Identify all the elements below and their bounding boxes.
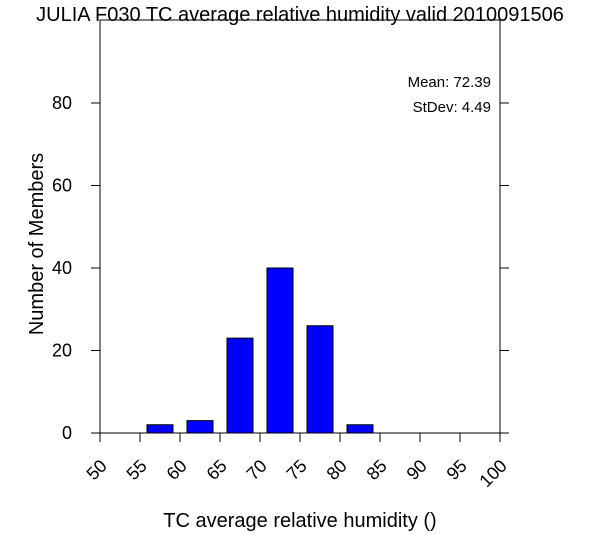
x-tick-label: 65 [203, 456, 231, 484]
x-tick-label: 55 [123, 456, 151, 484]
x-tick-label: 100 [475, 456, 510, 491]
mean-annotation: Mean: 72.39 [408, 74, 491, 91]
x-tick-label: 75 [283, 456, 311, 484]
histogram-bar [146, 424, 174, 434]
x-tick-label: 60 [163, 456, 191, 484]
bars-layer [146, 267, 374, 434]
y-axis-label: Number of Members [26, 153, 48, 335]
histogram-bar [306, 325, 334, 434]
x-tick-label: 80 [323, 456, 351, 484]
x-tick-label: 85 [363, 456, 391, 484]
y-tick-label: 40 [52, 258, 72, 278]
y-tick-label: 20 [52, 341, 72, 361]
histogram-bar [186, 420, 214, 434]
histogram-bar [346, 424, 374, 434]
chart-title: JULIA F030 TC average relative humidity … [36, 4, 564, 26]
y-tick-label: 80 [52, 93, 72, 113]
x-tick-label: 70 [243, 456, 271, 484]
x-tick-label: 50 [83, 456, 111, 484]
x-axis-label: TC average relative humidity () [163, 510, 436, 532]
x-tick-label: 95 [443, 456, 471, 484]
histogram-bar [266, 267, 294, 434]
histogram-bar [226, 337, 254, 434]
stdev-annotation: StDev: 4.49 [413, 99, 491, 116]
y-axis: 0 20 40 60 80 [52, 93, 509, 443]
x-tick-label: 90 [403, 456, 431, 484]
x-axis: 50 55 60 65 70 75 80 85 90 95 100 [83, 433, 511, 491]
y-tick-label: 0 [62, 423, 72, 443]
y-tick-label: 60 [52, 176, 72, 196]
